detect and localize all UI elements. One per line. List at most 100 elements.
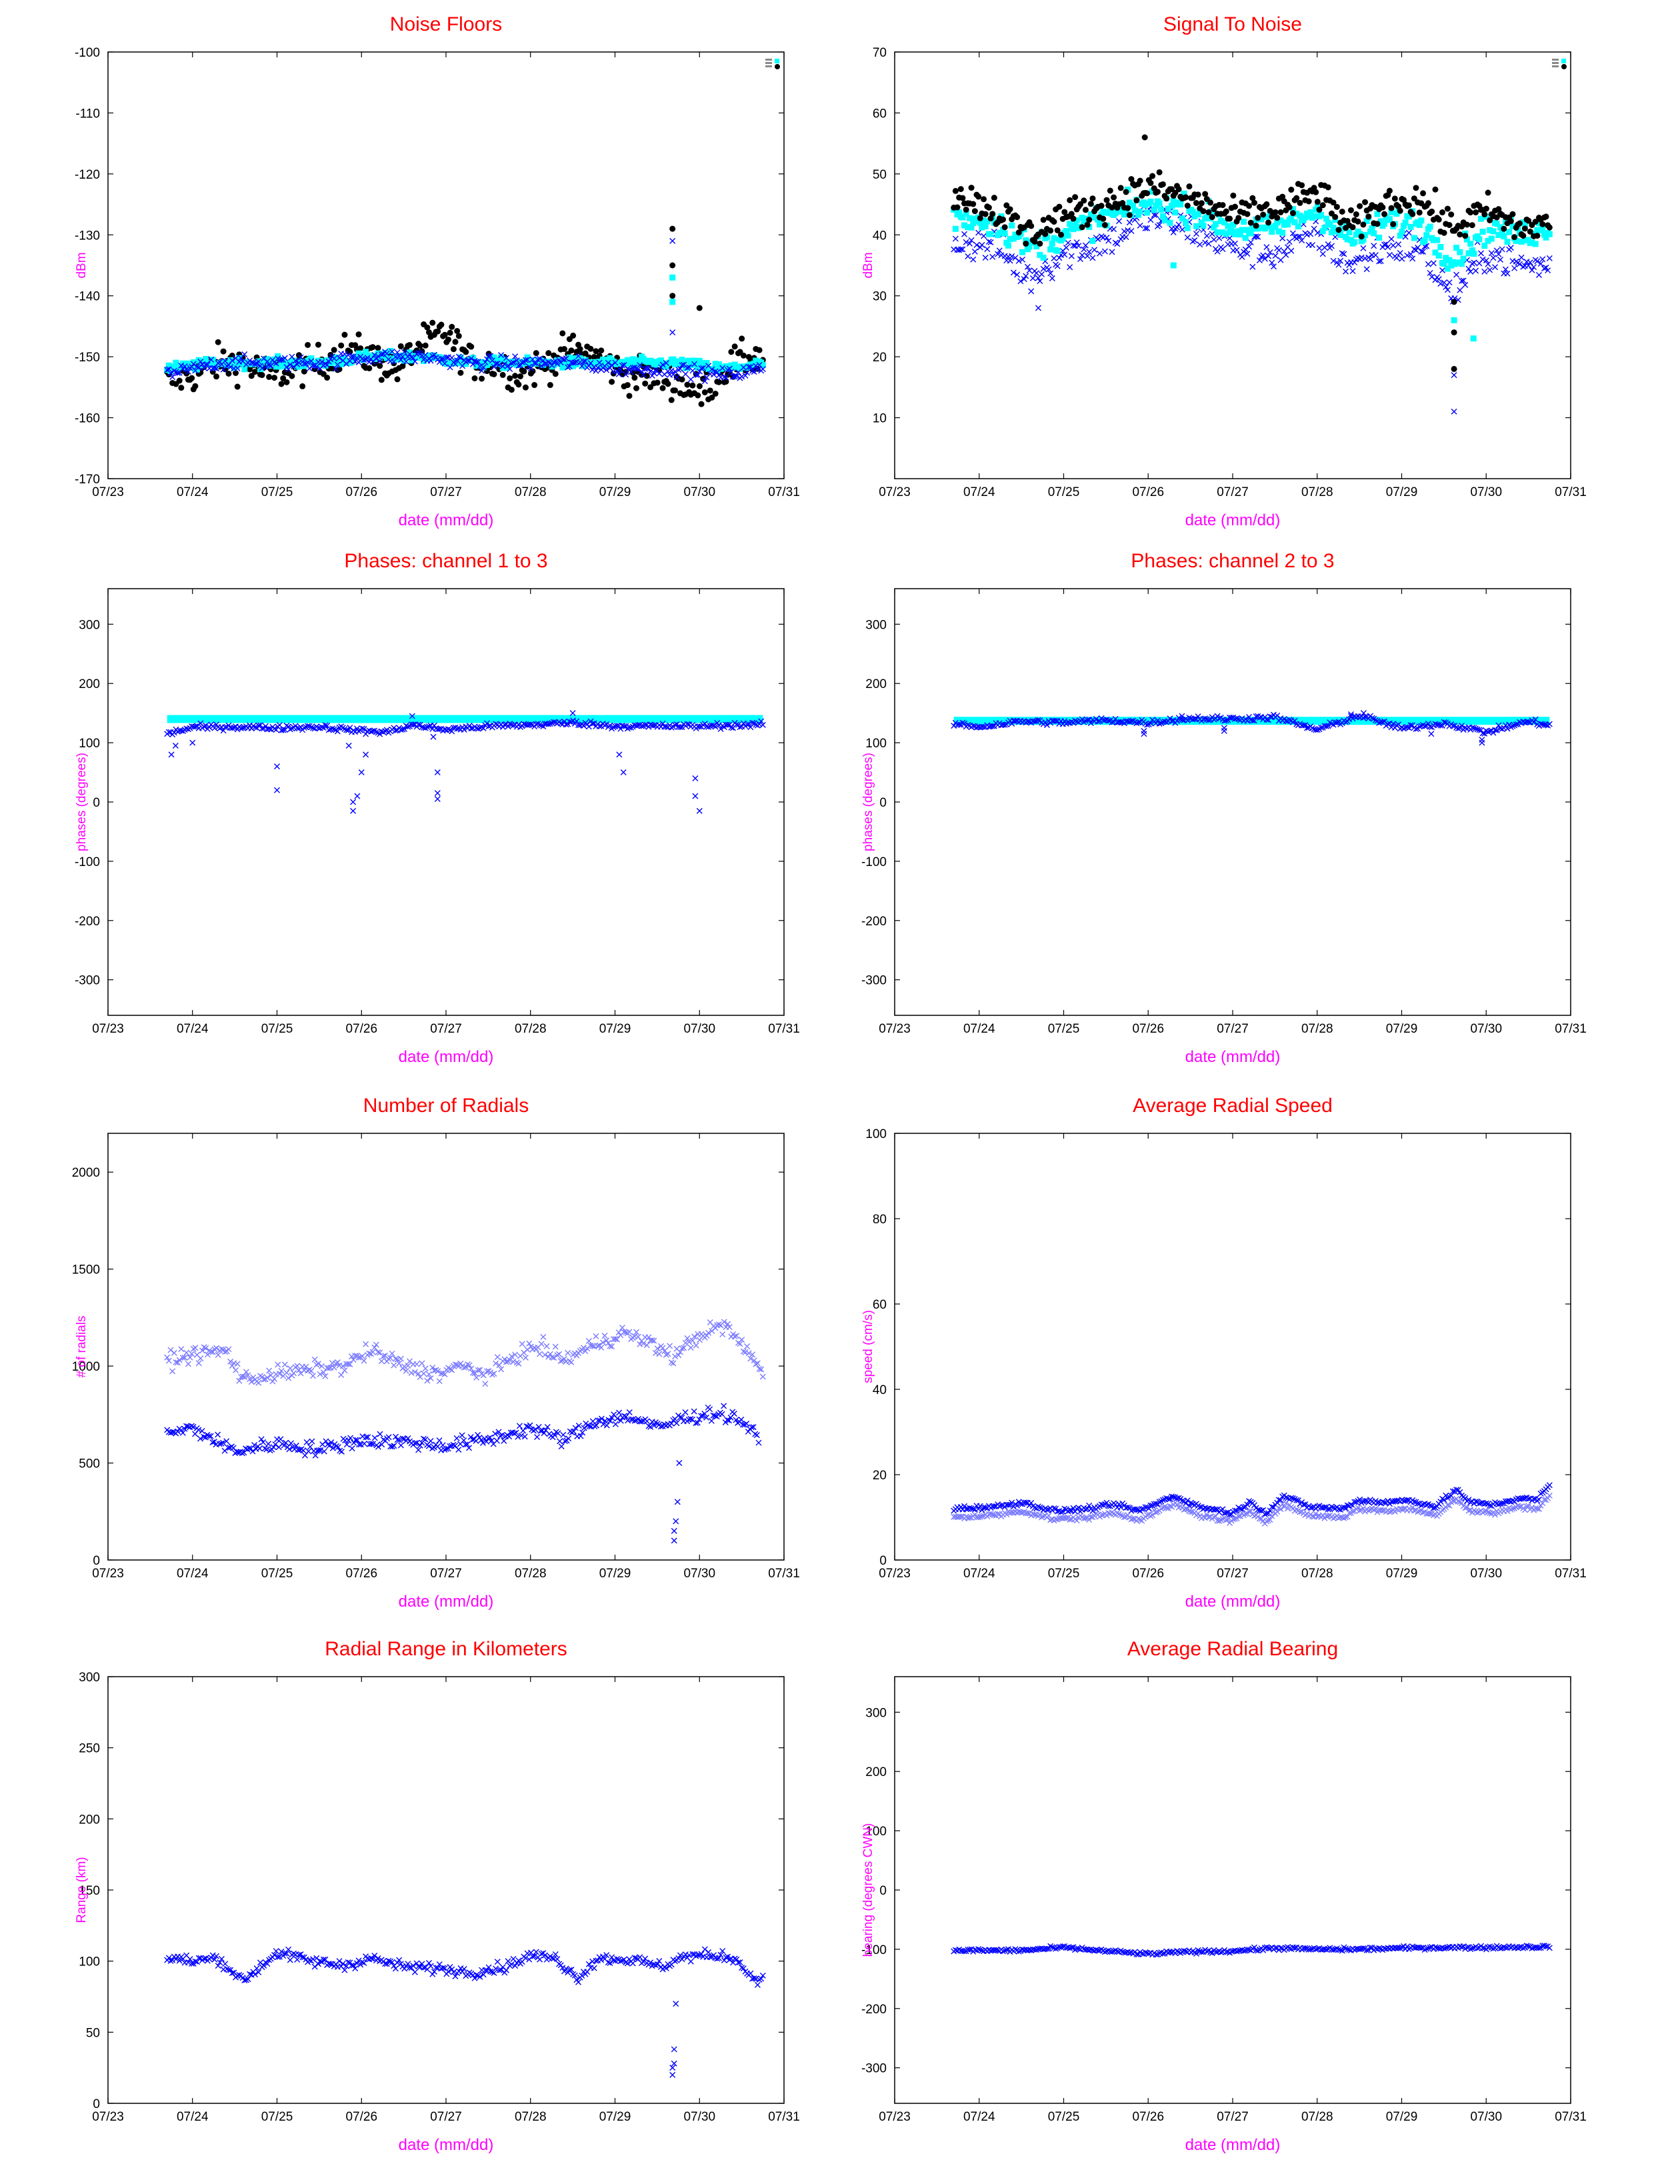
data-point xyxy=(397,1355,404,1362)
data-point xyxy=(421,1370,427,1377)
data-point xyxy=(626,1329,633,1335)
y-tick-label: 0 xyxy=(93,2097,100,2111)
outlier-point xyxy=(673,1518,679,1525)
y-tick-label: 300 xyxy=(79,1671,100,1685)
data-point xyxy=(315,725,321,731)
data-point xyxy=(645,365,652,372)
data-point xyxy=(1293,211,1300,217)
data-point xyxy=(1405,725,1412,731)
data-point xyxy=(1015,1509,1022,1515)
data-layer xyxy=(951,710,1553,746)
data-point xyxy=(278,381,285,387)
data-point xyxy=(642,721,649,728)
data-point xyxy=(1371,243,1377,249)
data-point xyxy=(1153,1509,1159,1516)
data-point xyxy=(629,365,636,371)
data-point xyxy=(207,1433,214,1439)
data-point xyxy=(482,359,489,365)
data-point xyxy=(991,723,997,729)
y-tick-label: 20 xyxy=(873,351,887,365)
data-point xyxy=(1274,215,1281,221)
data-point xyxy=(1261,1511,1268,1517)
data-point xyxy=(352,1965,359,1972)
y-tick-label: 150 xyxy=(79,1884,100,1898)
data-point xyxy=(1198,200,1205,207)
data-point xyxy=(965,224,971,231)
data-point xyxy=(1003,1511,1010,1518)
data-point xyxy=(347,1959,353,1966)
data-point xyxy=(758,1366,765,1373)
data-point xyxy=(1067,221,1073,227)
data-point xyxy=(1230,192,1237,199)
data-point xyxy=(1386,187,1393,194)
data-point xyxy=(677,1349,683,1355)
data-point xyxy=(756,361,763,368)
data-point xyxy=(607,1417,614,1424)
data-point xyxy=(1001,1947,1008,1954)
data-point xyxy=(1490,729,1497,736)
data-point xyxy=(1499,230,1505,237)
data-point xyxy=(624,1960,631,1967)
data-point xyxy=(222,1349,229,1355)
data-point xyxy=(1341,1515,1347,1521)
data-point xyxy=(640,1340,647,1347)
data-point xyxy=(452,1361,459,1368)
x-tick-label: 07/30 xyxy=(1470,485,1502,499)
data-point xyxy=(266,1367,273,1374)
data-point xyxy=(1037,251,1043,258)
data-point xyxy=(522,384,529,391)
data-point xyxy=(327,1961,334,1967)
data-point xyxy=(247,1971,253,1977)
data-point xyxy=(541,1351,548,1358)
x-tick-label: 07/28 xyxy=(1301,1022,1333,1036)
y-tick-label: 0 xyxy=(879,1884,887,1898)
outlier-point xyxy=(669,2071,676,2078)
outlier-point xyxy=(692,775,699,781)
data-point xyxy=(975,1514,982,1521)
data-point xyxy=(637,1954,643,1961)
data-point xyxy=(551,719,557,725)
data-point xyxy=(1502,266,1509,273)
data-point xyxy=(288,1440,295,1447)
data-point xyxy=(1277,217,1284,224)
data-point xyxy=(493,1437,500,1444)
data-point xyxy=(347,1361,353,1367)
data-point xyxy=(347,349,353,355)
data-point xyxy=(1023,273,1029,279)
data-point xyxy=(1079,215,1085,221)
data-point xyxy=(1053,1945,1059,1952)
data-point xyxy=(165,1955,172,1961)
data-point xyxy=(1297,212,1303,219)
data-point xyxy=(614,1955,621,1962)
data-point xyxy=(1425,261,1431,267)
data-point xyxy=(1446,279,1453,286)
data-point xyxy=(1043,1506,1050,1513)
data-point xyxy=(1009,1499,1015,1506)
chart-title: Phases: channel 2 to 3 xyxy=(1131,550,1334,572)
data-point xyxy=(1231,240,1238,247)
data-point xyxy=(1119,200,1126,207)
data-point xyxy=(331,357,337,364)
data-point xyxy=(334,1359,341,1366)
data-point xyxy=(1184,717,1191,724)
data-point xyxy=(334,361,341,368)
outlier-point xyxy=(274,763,280,770)
data-point xyxy=(1209,231,1215,237)
data-point xyxy=(982,255,989,261)
data-point xyxy=(308,1367,315,1374)
data-point xyxy=(466,723,473,729)
data-point xyxy=(1079,224,1085,231)
data-point xyxy=(373,729,379,735)
data-point xyxy=(1402,219,1409,226)
data-point xyxy=(1274,219,1281,226)
data-point xyxy=(258,1436,265,1443)
data-point xyxy=(695,392,701,399)
data-point xyxy=(575,1979,582,1985)
data-point xyxy=(759,366,766,373)
data-point xyxy=(1465,1507,1472,1514)
y-tick-label: 300 xyxy=(865,618,887,632)
data-point xyxy=(682,1951,689,1958)
data-point xyxy=(1223,1517,1229,1523)
data-point xyxy=(471,1369,478,1376)
data-point xyxy=(1031,718,1038,725)
